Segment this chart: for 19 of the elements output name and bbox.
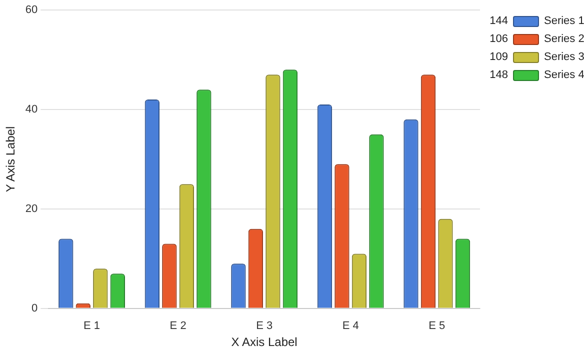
x-tick-label: E 3 [256,320,273,332]
legend-label: Series 1 [544,15,584,27]
y-axis-title: Y Axis Label [4,126,18,192]
legend-label: Series 2 [544,33,584,45]
y-tick-label: 60 [25,4,38,16]
text: 148 [488,69,508,81]
legend-label: Series 3 [544,51,584,63]
x-axis-title: X Axis Label [231,335,298,350]
x-tick-label: E 1 [84,320,100,332]
y-tick-label: 20 [25,202,38,215]
x-tick-label: E 2 [170,320,186,332]
legend-label: Series 4 [544,69,584,81]
y-tick-label: 0 [32,302,38,314]
text: 109 [488,51,508,63]
text: 144 [488,15,508,27]
x-tick-label: E 4 [342,320,359,332]
text: 106 [488,33,508,45]
y-tick-label: 40 [25,104,38,116]
x-tick-label: E 5 [428,320,446,332]
